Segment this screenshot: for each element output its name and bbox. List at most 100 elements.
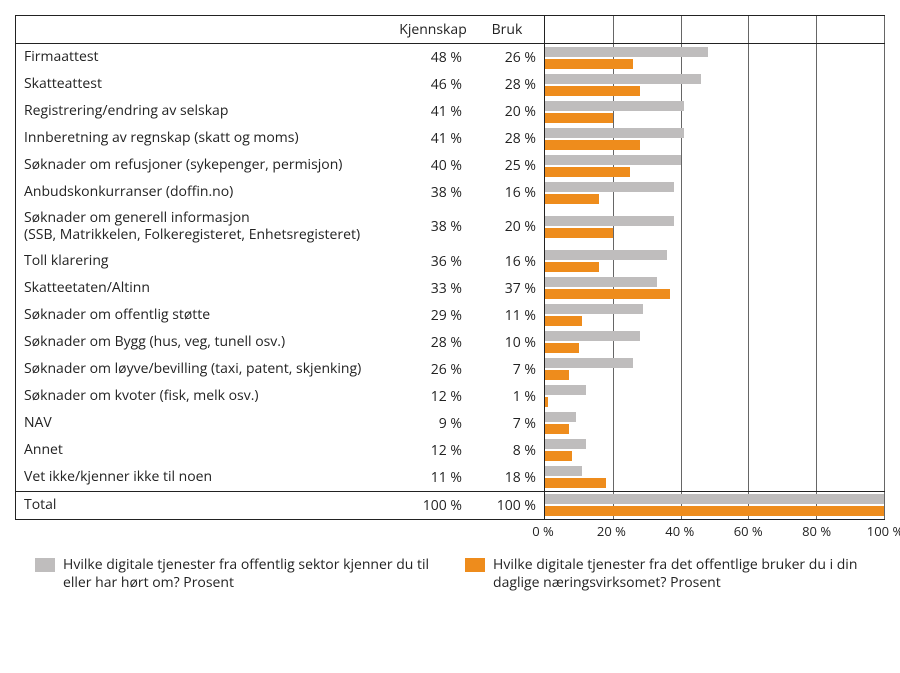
row-kjennskap-value: 9 %	[396, 410, 470, 437]
row-label: NAV	[16, 410, 396, 437]
row-bruk-value: 20 %	[470, 206, 544, 248]
row-kjennskap-value: 38 %	[396, 179, 470, 206]
bar-kjennskap	[545, 439, 586, 449]
bar-bruk	[545, 167, 630, 177]
row-bars	[544, 356, 884, 383]
bar-bruk	[545, 506, 884, 516]
row-label: Toll klarering	[16, 248, 396, 275]
row-kjennskap-value: 40 %	[396, 152, 470, 179]
row-kjennskap-value: 41 %	[396, 125, 470, 152]
row-bruk-value: 7 %	[470, 356, 544, 383]
row-label: Annet	[16, 437, 396, 464]
row-kjennskap-value: 38 %	[396, 206, 470, 248]
bar-bruk	[545, 228, 613, 238]
row-label: Innberetning av regnskap (skatt og moms)	[16, 125, 396, 152]
row-bruk-value: 11 %	[470, 302, 544, 329]
table-row: NAV9 %7 %	[16, 410, 884, 437]
bar-kjennskap	[545, 304, 643, 314]
axis-tick: 80 %	[802, 522, 831, 540]
row-kjennskap-value: 26 %	[396, 356, 470, 383]
row-kjennskap-value: 46 %	[396, 71, 470, 98]
bar-kjennskap	[545, 494, 884, 504]
table-row: Søknader om generell informasjon (SSB, M…	[16, 206, 884, 248]
row-bruk-value: 8 %	[470, 437, 544, 464]
table-row: Registrering/endring av selskap41 %20 %	[16, 98, 884, 125]
bar-kjennskap	[545, 182, 674, 192]
table-row: Toll klarering36 %16 %	[16, 248, 884, 275]
row-bruk-value: 26 %	[470, 44, 544, 71]
legend: Hvilke digitale tjenester fra offentlig …	[15, 556, 885, 592]
bar-kjennskap	[545, 128, 684, 138]
row-bruk-value: 37 %	[470, 275, 544, 302]
row-bruk-value: 28 %	[470, 71, 544, 98]
row-label: Anbudskonkurranser (doffin.no)	[16, 179, 396, 206]
legend-label-1: Hvilke digitale tjenester fra offentlig …	[63, 556, 435, 592]
row-bruk-value: 16 %	[470, 248, 544, 275]
row-bars	[544, 152, 884, 179]
bar-bruk	[545, 397, 548, 407]
row-kjennskap-value: 48 %	[396, 44, 470, 71]
row-kjennskap-value: 28 %	[396, 329, 470, 356]
bar-bruk	[545, 424, 569, 434]
row-bruk-value: 25 %	[470, 152, 544, 179]
row-bruk-value: 7 %	[470, 410, 544, 437]
bar-bruk	[545, 451, 572, 461]
bar-bruk	[545, 140, 640, 150]
bar-bruk	[545, 343, 579, 353]
legend-item-2: Hvilke digitale tjenester fra det offent…	[465, 556, 865, 592]
row-label: Søknader om generell informasjon (SSB, M…	[16, 206, 396, 248]
row-bars	[544, 275, 884, 302]
row-label: Søknader om Bygg (hus, veg, tunell osv.)	[16, 329, 396, 356]
row-bars	[544, 179, 884, 206]
row-bars	[544, 329, 884, 356]
row-label: Registrering/endring av selskap	[16, 98, 396, 125]
table-row: Skatteetaten/Altinn33 %37 %	[16, 275, 884, 302]
row-label: Søknader om offentlig støtte	[16, 302, 396, 329]
row-label: Skatteetaten/Altinn	[16, 275, 396, 302]
row-label: Total	[16, 492, 396, 519]
bar-bruk	[545, 262, 599, 272]
axis-tick: 100 %	[867, 522, 900, 540]
row-kjennskap-value: 12 %	[396, 383, 470, 410]
row-bruk-value: 1 %	[470, 383, 544, 410]
header-bruk: Bruk	[470, 16, 544, 43]
table-row: Innberetning av regnskap (skatt og moms)…	[16, 125, 884, 152]
header-label-col	[16, 16, 396, 43]
row-bars	[544, 248, 884, 275]
row-bars	[544, 383, 884, 410]
row-kjennskap-value: 36 %	[396, 248, 470, 275]
row-bars	[544, 302, 884, 329]
row-kjennskap-value: 33 %	[396, 275, 470, 302]
row-bars	[544, 125, 884, 152]
table-row: Firmaattest48 %26 %	[16, 44, 884, 71]
row-bruk-value: 18 %	[470, 464, 544, 491]
header-kjennskap: Kjennskap	[396, 16, 470, 43]
row-bars	[544, 44, 884, 71]
row-kjennskap-value: 100 %	[396, 492, 470, 519]
bar-kjennskap	[545, 331, 640, 341]
axis-tick: 40 %	[665, 522, 694, 540]
row-bars	[544, 464, 884, 491]
row-label: Søknader om refusjoner (sykepenger, perm…	[16, 152, 396, 179]
row-kjennskap-value: 29 %	[396, 302, 470, 329]
table-row: Søknader om Bygg (hus, veg, tunell osv.)…	[16, 329, 884, 356]
legend-swatch-1	[35, 558, 55, 572]
table-row: Søknader om kvoter (fisk, melk osv.)12 %…	[16, 383, 884, 410]
table-row: Annet12 %8 %	[16, 437, 884, 464]
bar-kjennskap	[545, 47, 708, 57]
bar-kjennskap	[545, 155, 681, 165]
row-kjennskap-value: 12 %	[396, 437, 470, 464]
table-header: Kjennskap Bruk	[16, 16, 884, 44]
row-label: Vet ikke/kjenner ikke til noen	[16, 464, 396, 491]
row-bars	[544, 437, 884, 464]
row-bruk-value: 100 %	[470, 492, 544, 519]
table-row: Vet ikke/kjenner ikke til noen11 %18 %	[16, 464, 884, 491]
table-row: Søknader om løyve/bevilling (taxi, paten…	[16, 356, 884, 383]
legend-item-1: Hvilke digitale tjenester fra offentlig …	[35, 556, 435, 592]
row-kjennskap-value: 41 %	[396, 98, 470, 125]
row-label: Skatteattest	[16, 71, 396, 98]
row-bars	[544, 98, 884, 125]
bar-bruk	[545, 370, 569, 380]
row-bars	[544, 410, 884, 437]
bar-bruk	[545, 59, 633, 69]
